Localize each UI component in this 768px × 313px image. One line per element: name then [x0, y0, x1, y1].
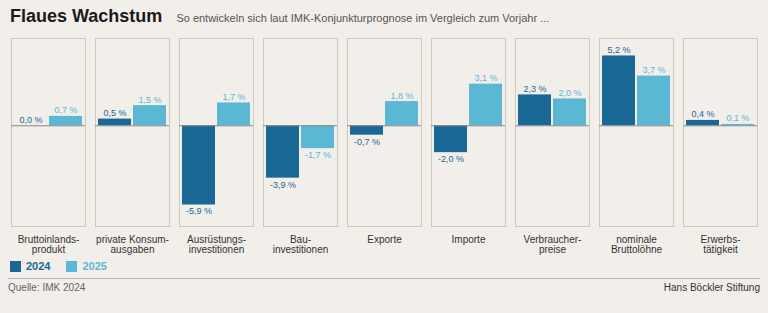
- html-text:Quelle: IMK 2024: Quelle: IMK 2024: [8, 282, 86, 293]
- svg-text:Erwerbs-tätigkeit: Erwerbs-tätigkeit: [700, 234, 740, 255]
- svg-text:5,2 %: 5,2 %: [607, 45, 630, 55]
- svg-text:1,7 %: 1,7 %: [222, 92, 245, 102]
- svg-text:private Konsum-ausgaben: private Konsum-ausgaben: [96, 234, 169, 255]
- svg-text:0,1 %: 0,1 %: [726, 113, 749, 123]
- svg-text:-3,9 %: -3,9 %: [270, 180, 296, 190]
- html-text:Flaues Wachstum: Flaues Wachstum: [10, 6, 163, 26]
- svg-text:0,7 %: 0,7 %: [54, 105, 77, 115]
- svg-text:3,7 %: 3,7 %: [642, 65, 665, 75]
- svg-text:Verbraucher-preise: Verbraucher-preise: [524, 234, 582, 255]
- html-text:Hans Böckler Stiftung: Hans Böckler Stiftung: [663, 282, 760, 293]
- svg-text:-1,7 %: -1,7 %: [305, 150, 331, 160]
- svg-text:0,4 %: 0,4 %: [691, 109, 714, 119]
- html-text:So entwickeln sich laut IMK-Ko: So entwickeln sich laut IMK-Konjunkturpr…: [176, 12, 550, 24]
- svg-text:Bruttoinlands-produkt: Bruttoinlands-produkt: [18, 234, 80, 255]
- html-text:2024: 2024: [26, 259, 51, 272]
- svg-text:1,5 %: 1,5 %: [138, 95, 161, 105]
- svg-text:-2,0 %: -2,0 %: [438, 154, 464, 164]
- svg-text:-0,7 %: -0,7 %: [354, 137, 380, 147]
- svg-text:0,5 %: 0,5 %: [103, 108, 126, 118]
- svg-text:2,3 %: 2,3 %: [523, 84, 546, 94]
- svg-text:3,1 %: 3,1 %: [474, 73, 497, 83]
- html-text:2025: 2025: [82, 259, 107, 272]
- svg-text:Importe: Importe: [452, 234, 486, 245]
- svg-text:0,0 %: 0,0 %: [19, 115, 42, 125]
- svg-text:1,8 %: 1,8 %: [390, 91, 413, 101]
- svg-text:-5,9 %: -5,9 %: [186, 206, 212, 216]
- svg-text:2,0 %: 2,0 %: [558, 88, 581, 98]
- svg-text:Ausrüstungs-investitionen: Ausrüstungs-investitionen: [187, 234, 246, 255]
- svg-text:Exporte: Exporte: [367, 234, 402, 245]
- svg-text:nominaleBruttolöhne: nominaleBruttolöhne: [611, 234, 663, 255]
- svg-text:Bau-investitionen: Bau-investitionen: [273, 234, 329, 255]
